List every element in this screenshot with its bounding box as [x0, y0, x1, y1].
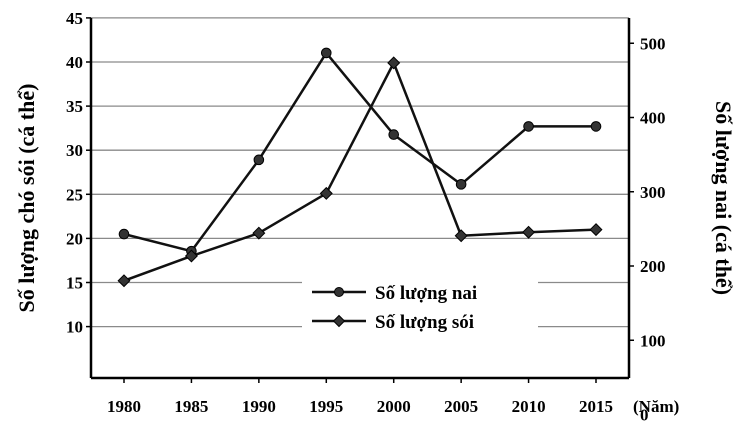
right-tick-label: 100: [640, 331, 666, 350]
data-point-nai: [590, 121, 602, 132]
data-point-soi: [184, 249, 198, 263]
data-point-nai: [455, 179, 467, 190]
data-point-nai: [320, 47, 332, 59]
data-point-nai: [253, 154, 265, 166]
legend-nai-label: Số lượng nai: [375, 283, 477, 304]
data-point-soi: [117, 274, 131, 288]
left-tick-label: 40: [66, 53, 83, 72]
data-point-soi: [522, 225, 536, 239]
data-point-soi: [454, 229, 468, 243]
data-point-soi: [387, 56, 401, 70]
legend-background: [302, 276, 538, 340]
legend-soi-marker: [332, 314, 346, 328]
right-tick-label: 300: [640, 183, 666, 202]
series-markers: [117, 47, 603, 288]
left-tick-label: 15: [66, 274, 83, 293]
x-tick-label: 1980: [107, 397, 141, 416]
x-tick-label: 1995: [309, 397, 343, 416]
left-tick-label: 10: [66, 318, 83, 337]
left-tick-label: 45: [66, 9, 83, 28]
axes: [89, 18, 631, 380]
right-tick-label: 0: [640, 406, 649, 423]
tick-labels: 10 15 20 25 30 35 40 45 0 100 200 300 400 500 1980 1985…: [66, 9, 666, 423]
data-point-soi: [252, 226, 266, 240]
legend: Số lượng nai Số lượng sói: [302, 276, 538, 340]
legend-nai-marker: [334, 287, 344, 297]
series-line-nai: [123, 51, 596, 253]
left-tick-label: 30: [66, 141, 83, 160]
data-point-soi: [319, 186, 333, 200]
x-axis-title: (Năm): [633, 397, 679, 416]
x-tick-label: 2010: [512, 397, 546, 416]
data-point-nai: [118, 228, 130, 240]
data-point-soi: [589, 223, 603, 237]
x-tick-label: 2005: [444, 397, 478, 416]
left-tick-label: 20: [66, 229, 83, 248]
right-tick-label: 400: [640, 109, 666, 128]
left-tick-label: 25: [66, 185, 83, 204]
right-axis-title: Số lượng nai (cá thể): [711, 101, 736, 295]
data-point-nai: [388, 129, 400, 140]
right-tick-label: 500: [640, 34, 666, 53]
gridlines: [91, 17, 629, 328]
left-axis-title: Số lượng chó sói (cá thể): [14, 84, 39, 313]
x-tick-label: 1985: [174, 397, 208, 416]
left-tick-label: 35: [66, 97, 83, 116]
legend-soi-label: Số lượng sói: [375, 312, 474, 333]
x-tick-label: 2000: [377, 397, 411, 416]
x-tick-label: 1990: [242, 397, 276, 416]
x-tick-label: 2015: [579, 397, 613, 416]
series-line-soi: [123, 61, 597, 282]
series-lines: [123, 51, 597, 282]
right-tick-label: 200: [640, 257, 666, 276]
data-point-nai: [523, 121, 534, 132]
